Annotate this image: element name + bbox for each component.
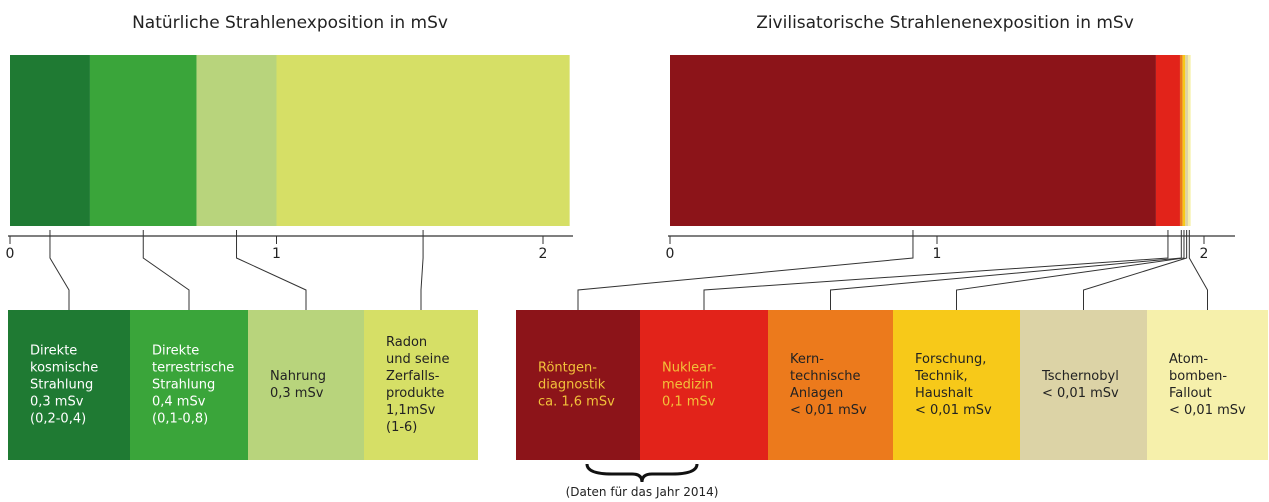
legend-box bbox=[768, 310, 893, 460]
connector bbox=[420, 230, 424, 310]
legend-label: Kern- bbox=[790, 352, 824, 367]
legend-label: < 0,01 mSv bbox=[1169, 403, 1246, 418]
bar-segment bbox=[89, 55, 197, 226]
legend-box bbox=[516, 310, 640, 460]
legend-label: Nahrung bbox=[270, 369, 326, 384]
connector bbox=[956, 230, 1185, 310]
bar-segment bbox=[1182, 55, 1186, 226]
legend-label: < 0,01 mSv bbox=[790, 403, 867, 418]
brace bbox=[585, 463, 699, 483]
x-tick-label: 0 bbox=[6, 246, 15, 262]
bar-segment bbox=[1155, 55, 1180, 226]
x-tick-label: 1 bbox=[272, 246, 281, 262]
legend-label: Direkte bbox=[152, 344, 199, 359]
legend-label: Forschung, bbox=[915, 352, 986, 367]
legend-box bbox=[364, 310, 478, 460]
x-tick-label: 2 bbox=[539, 246, 548, 262]
legend-label: ca. 1,6 mSv bbox=[538, 395, 615, 410]
legend-box bbox=[248, 310, 364, 460]
legend-label: Radon bbox=[386, 335, 427, 350]
legend-label: (0,2-0,4) bbox=[30, 412, 86, 427]
legend-label: (0,1-0,8) bbox=[152, 412, 208, 427]
legend-box bbox=[130, 310, 248, 460]
legend-label: Haushalt bbox=[915, 386, 973, 401]
bar-segment bbox=[1185, 55, 1188, 226]
connector bbox=[236, 230, 307, 310]
legend-label: Zerfalls- bbox=[386, 369, 440, 384]
legend-label: 0,3 mSv bbox=[30, 395, 84, 410]
legend-label: Direkte bbox=[30, 344, 77, 359]
legend-label: < 0,01 mSv bbox=[915, 403, 992, 418]
legend-label: Nuklear- bbox=[662, 361, 717, 376]
chart-title: Natürliche Strahlenexposition in mSv bbox=[132, 13, 448, 33]
bar-segment bbox=[670, 55, 1156, 226]
x-tick-label: 0 bbox=[666, 246, 675, 262]
legend-label: technische bbox=[790, 369, 861, 384]
bar-segment bbox=[196, 55, 277, 226]
legend-label: medizin bbox=[662, 378, 713, 393]
legend-label: Röntgen- bbox=[538, 361, 597, 376]
legend-label: Tschernobyl bbox=[1041, 369, 1119, 384]
bar-segment bbox=[276, 55, 570, 226]
legend-box bbox=[640, 310, 768, 460]
bar-segment bbox=[10, 55, 90, 226]
legend-label: 0,3 mSv bbox=[270, 386, 324, 401]
bar-segment bbox=[1187, 55, 1191, 226]
connector bbox=[830, 230, 1182, 310]
connector bbox=[1188, 230, 1208, 310]
connector bbox=[142, 230, 190, 310]
x-tick-label: 2 bbox=[1200, 246, 1209, 262]
legend-label: (1-6) bbox=[386, 420, 417, 435]
legend-box bbox=[8, 310, 130, 460]
legend-label: 1,1mSv bbox=[386, 403, 436, 418]
legend-label: Strahlung bbox=[152, 378, 215, 393]
legend-label: kosmische bbox=[30, 361, 98, 376]
legend-box bbox=[1147, 310, 1268, 460]
legend-box bbox=[1020, 310, 1147, 460]
legend-label: Strahlung bbox=[30, 378, 93, 393]
x-tick-label: 1 bbox=[933, 246, 942, 262]
legend-label: diagnostik bbox=[538, 378, 606, 393]
legend-label: terrestrische bbox=[152, 361, 234, 376]
connector bbox=[703, 230, 1169, 310]
chart-title: Zivilisatorische Strahlenenexposition in… bbox=[756, 13, 1134, 33]
legend-label: 0,4 mSv bbox=[152, 395, 206, 410]
legend-label: Technik, bbox=[914, 369, 968, 384]
legend-box bbox=[893, 310, 1020, 460]
legend-label: Atom- bbox=[1169, 352, 1208, 367]
connector bbox=[577, 230, 914, 310]
connector bbox=[49, 230, 70, 310]
legend-label: Fallout bbox=[1169, 386, 1212, 401]
legend-label: produkte bbox=[386, 386, 444, 401]
legend-label: Anlagen bbox=[790, 386, 843, 401]
connector bbox=[1083, 230, 1188, 310]
legend-label: bomben- bbox=[1169, 369, 1227, 384]
note: (Daten für das Jahr 2014) bbox=[566, 485, 719, 499]
bar-segment bbox=[1179, 55, 1183, 226]
legend-label: 0,1 mSv bbox=[662, 395, 716, 410]
legend-label: < 0,01 mSv bbox=[1042, 386, 1119, 401]
legend-label: und seine bbox=[386, 352, 449, 367]
